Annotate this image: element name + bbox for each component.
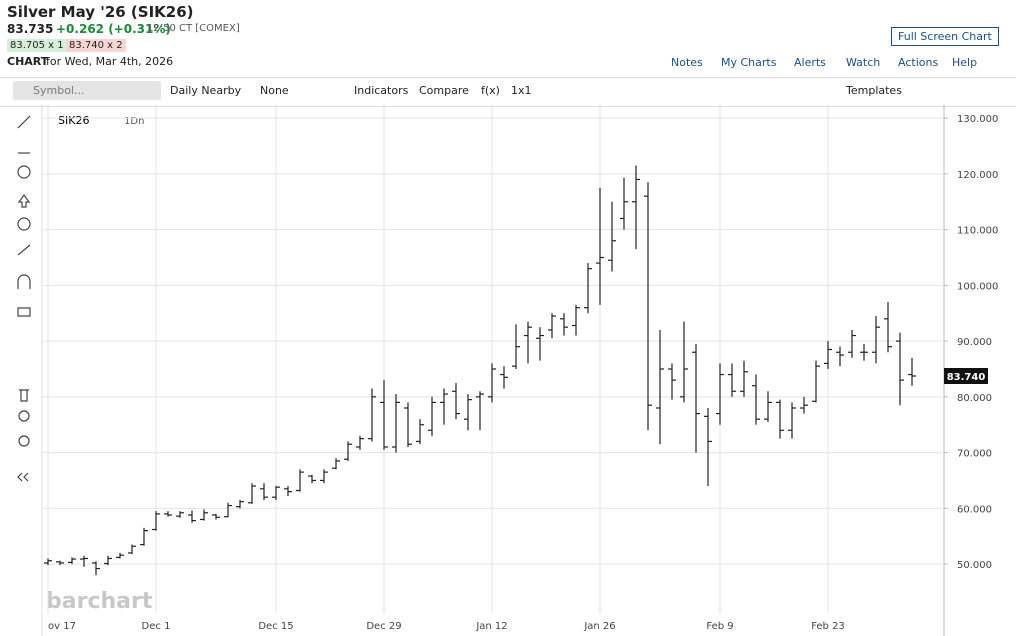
quote-time: 12:50 CT [COMEX] bbox=[147, 23, 240, 34]
y-tick-label: 50.000 bbox=[957, 560, 992, 571]
x-tick-label: Jan 12 bbox=[475, 621, 507, 632]
chart-label: CHART bbox=[7, 55, 49, 68]
last-price: 83.735 bbox=[7, 22, 54, 36]
x-tick-label: Jan 26 bbox=[583, 621, 615, 632]
x-tick-label: Feb 9 bbox=[706, 621, 733, 632]
toolbar-item[interactable]: f(x) bbox=[481, 84, 500, 97]
y-tick-label: 80.000 bbox=[957, 393, 992, 404]
drawing-tools bbox=[17, 115, 31, 482]
watermark: barchart bbox=[46, 589, 153, 614]
x-tick-label: Dec 15 bbox=[258, 621, 293, 632]
x-tick-label: Dec 29 bbox=[366, 621, 401, 632]
y-tick-label: 90.000 bbox=[957, 337, 992, 348]
last-price-label: 83.740 bbox=[947, 372, 986, 383]
toolbar-item[interactable]: Indicators bbox=[354, 84, 409, 97]
full-screen-button[interactable]: Full Screen Chart bbox=[891, 27, 999, 46]
y-tick-label: 60.000 bbox=[957, 504, 992, 515]
chart: SIK26 1Dn barchart 50.000 60.000 70.000 80.… bbox=[17, 105, 998, 636]
legend-symbol: SIK26 bbox=[58, 114, 89, 127]
y-tick-label: 110.000 bbox=[957, 226, 998, 237]
x-tick-label: Feb 23 bbox=[811, 621, 845, 632]
bid: 83.705 x 1 bbox=[7, 39, 67, 52]
last-price-box bbox=[944, 367, 988, 384]
toolbar bbox=[0, 77, 1016, 107]
symbol-search[interactable]: Symbol... bbox=[13, 81, 161, 100]
ask: 83.740 x 2 bbox=[66, 39, 126, 52]
toolbar-item[interactable]: None bbox=[260, 84, 289, 97]
y-tick-label: 130.000 bbox=[957, 114, 998, 125]
x-tick-label: Dec 1 bbox=[142, 621, 171, 632]
templates[interactable]: Templates bbox=[846, 84, 902, 97]
toolbar-item[interactable]: Daily Nearby bbox=[170, 84, 242, 97]
header-link[interactable]: Notes bbox=[671, 56, 703, 69]
title: Silver May '26 (SIK26) bbox=[7, 3, 194, 21]
header-link[interactable]: My Charts bbox=[721, 56, 777, 69]
header-link[interactable]: Help bbox=[952, 56, 978, 69]
y-tick-label: 100.000 bbox=[957, 281, 998, 292]
y-tick-label: 70.000 bbox=[957, 449, 992, 460]
change: +0.262 (+0.31%) bbox=[56, 22, 171, 36]
header-link[interactable]: Actions bbox=[898, 56, 939, 69]
toolbar-item[interactable]: 1x1 bbox=[511, 84, 532, 97]
header-link[interactable]: Watch bbox=[846, 56, 881, 69]
header-link[interactable]: Alerts bbox=[794, 56, 826, 69]
y-tick-label: 120.000 bbox=[957, 170, 998, 181]
chart-date: for Wed, Mar 4th, 2026 bbox=[46, 55, 174, 68]
x-tick-label: ov 17 bbox=[48, 621, 76, 632]
legend-sub: 1Dn bbox=[124, 116, 144, 127]
toolbar-item[interactable]: Compare bbox=[419, 84, 469, 97]
